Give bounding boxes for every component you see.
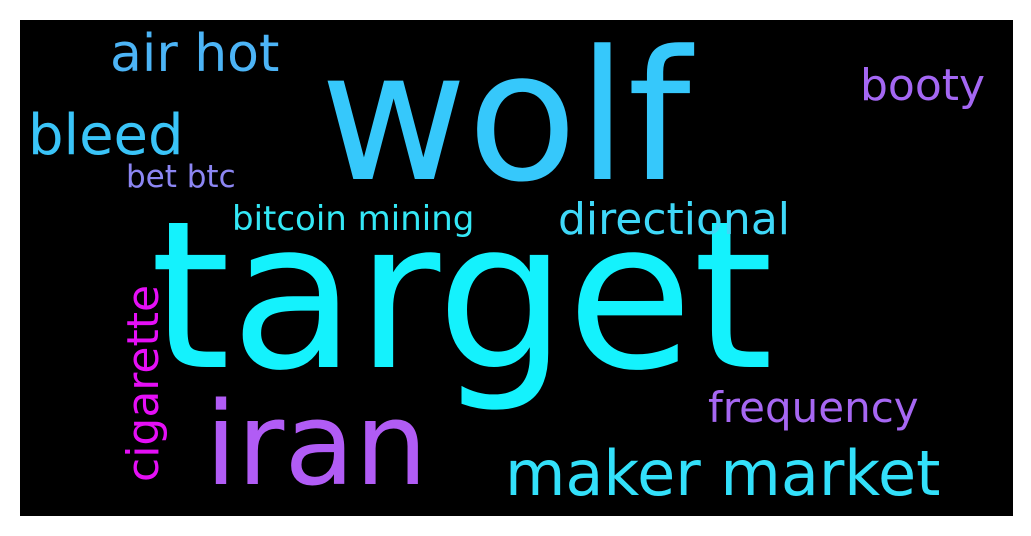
word-air-hot: air hot [110, 24, 280, 84]
word-booty: booty [860, 60, 986, 111]
word-target: target [150, 178, 774, 416]
word-maker-market: maker market [505, 437, 941, 510]
word-cloud: wolf target iran maker market air hot bl… [20, 20, 1013, 516]
word-bitcoin-mining: bitcoin mining [232, 199, 475, 239]
word-bet-btc: bet btc [126, 159, 236, 195]
word-iran: iran [205, 378, 428, 512]
word-bleed: bleed [28, 103, 184, 168]
word-wolf: wolf [320, 20, 691, 222]
word-frequency: frequency [708, 383, 919, 432]
word-directional: directional [558, 194, 791, 245]
word-cigarette: cigarette [118, 284, 169, 482]
